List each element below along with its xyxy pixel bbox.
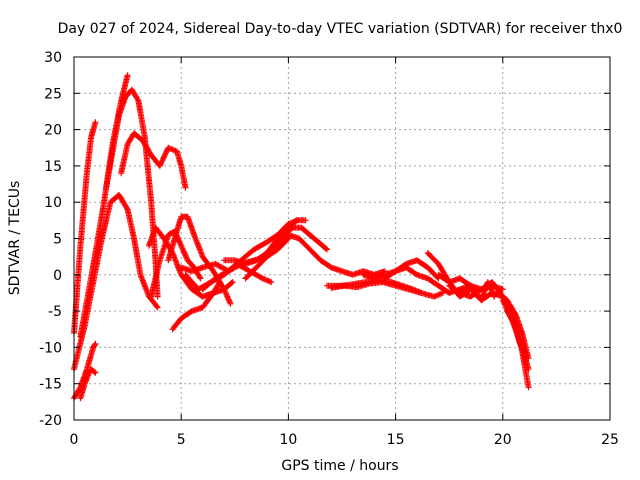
y-tick-label: -15 [39,377,62,393]
point-markers [148,228,204,300]
x-tick-label: 15 [387,432,405,448]
y-tick-label: 5 [53,232,62,248]
y-axis-label: SDTVAR / TECUs [7,181,23,296]
x-tick-label: 25 [601,432,619,448]
series-track-7 [118,130,189,191]
series-track-25 [456,279,498,304]
series-track-6 [103,86,161,300]
point-markers [456,279,498,304]
x-tick-label: 20 [494,432,512,448]
point-markers [381,264,474,296]
series-track-21 [381,264,474,296]
point-markers [504,308,530,358]
point-markers [199,217,300,293]
point-markers [77,366,99,402]
y-tick-label: 20 [44,123,62,139]
point-markers [165,213,234,307]
y-tick-label: 10 [44,195,62,211]
y-tick-label: 25 [44,86,62,102]
x-tick-label: 5 [177,432,186,448]
series-track-29 [504,308,530,358]
y-tick-label: -10 [39,340,62,356]
x-tick-label: 10 [279,432,297,448]
data-points [71,72,532,402]
y-tick-label: -5 [48,304,62,320]
point-markers [169,279,223,333]
point-markers [328,279,446,300]
series-track-10 [169,279,223,333]
point-markers [118,130,189,191]
chart-title: Day 027 of 2024, Sidereal Day-to-day VTE… [58,21,623,37]
series-track-14 [199,217,300,293]
y-tick-label: -20 [39,413,62,429]
x-tick-label: 0 [70,432,79,448]
point-markers [221,217,309,267]
point-markers [274,231,388,278]
series-track-9 [148,228,204,300]
series-track-17 [274,231,388,278]
series-track-11 [165,213,234,307]
point-markers [103,86,161,300]
y-tick-label: 15 [44,159,62,175]
axis-ticks: 0 5 10 15 20 25 -20 -15 -10 -5 0 5 10 15 20 25 30 [39,50,619,448]
y-tick-label: 0 [53,268,62,284]
series-track-15 [221,217,309,267]
y-tick-label: 30 [44,50,62,66]
series-track-5 [77,366,99,402]
x-axis-label: GPS time / hours [281,458,398,474]
series-track-19 [328,279,446,300]
